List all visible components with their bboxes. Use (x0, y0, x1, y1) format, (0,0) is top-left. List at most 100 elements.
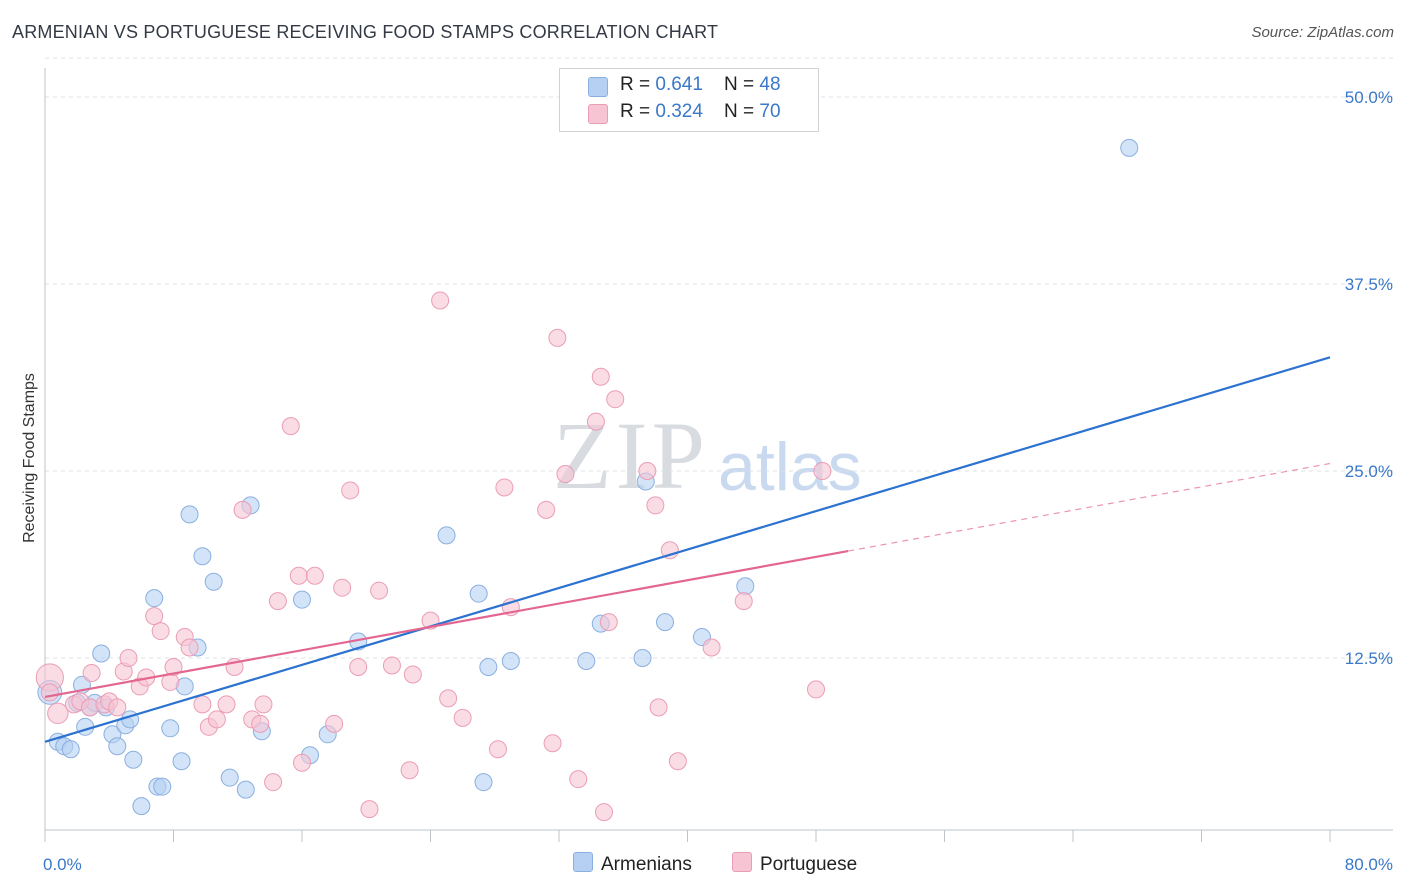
y-tick-label: 25.0% (1345, 462, 1393, 481)
portuguese-point (439, 689, 458, 708)
portuguese-point (47, 702, 69, 725)
portuguese-point (431, 291, 450, 310)
portuguese-point (333, 578, 352, 597)
portuguese-point (599, 613, 618, 632)
portuguese-point (638, 462, 657, 480)
bottom-armenians-label: Armenians (601, 854, 692, 875)
armenians-r-label: R = (620, 74, 656, 95)
portuguese-point (370, 581, 389, 600)
watermark-zip: ZIP (553, 402, 709, 509)
armenians-trend-line (44, 356, 1331, 743)
armenians-point (220, 768, 239, 787)
portuguese-point (569, 770, 588, 789)
tick-labels: 12.5% 25.0% 37.5% 50.0% 0.0% 80.0% (43, 88, 1393, 874)
armenians-r-value: 0.641 (655, 74, 703, 95)
portuguese-point (305, 566, 324, 585)
armenians-point (61, 740, 80, 759)
portuguese-point (382, 656, 401, 675)
portuguese-point (268, 592, 287, 611)
armenians-point (469, 584, 488, 603)
watermark-atlas: atlas (718, 429, 862, 505)
portuguese-point (325, 714, 344, 733)
portuguese-point (119, 649, 138, 667)
portuguese-point (646, 496, 665, 515)
source-label: Source: ZipAtlas.com (1251, 24, 1394, 41)
portuguese-point (341, 481, 360, 500)
x-tick-label-max: 80.0% (1345, 855, 1393, 874)
portuguese-point (548, 328, 567, 347)
armenians-point (474, 773, 493, 792)
armenians-point (161, 719, 180, 738)
portuguese-point (360, 800, 379, 819)
portuguese-point (807, 680, 825, 699)
armenians-point (577, 651, 596, 670)
armenians-point (180, 505, 199, 524)
armenians-point (1120, 138, 1139, 157)
portuguese-point (586, 412, 605, 431)
armenians-point (501, 651, 520, 670)
portuguese-point (606, 390, 625, 409)
y-tick-label: 37.5% (1345, 275, 1393, 294)
armenians-point (204, 572, 223, 591)
portuguese-point (82, 663, 101, 682)
portuguese-point (349, 657, 368, 676)
portuguese-point (400, 761, 419, 780)
portuguese-point (537, 500, 556, 519)
armenians-point (108, 737, 127, 756)
portuguese-point (591, 367, 610, 386)
portuguese-point (145, 607, 164, 626)
portuguese-point (495, 478, 514, 497)
armenians-n-label: N = (724, 74, 760, 95)
portuguese-trend-extension (848, 462, 1331, 552)
portuguese-point (556, 464, 575, 483)
correlation-legend: R = 0.641 N = 48 R = 0.324 N = 70 (559, 68, 819, 132)
portuguese-point (453, 708, 472, 727)
armenians-swatch (588, 77, 608, 97)
portuguese-point (80, 698, 99, 717)
portuguese-point (594, 803, 613, 822)
portuguese-trend-line (44, 549, 849, 698)
portuguese-point (254, 695, 273, 714)
portuguese-point (289, 566, 308, 585)
portuguese-point (40, 683, 59, 702)
armenians-point (293, 590, 311, 609)
portuguese-point (293, 753, 311, 772)
portuguese-point (403, 665, 422, 684)
y-tick-label: 12.5% (1345, 649, 1393, 668)
armenians-point (92, 644, 111, 663)
armenians-point (736, 577, 755, 596)
portuguese-point (702, 638, 721, 657)
portuguese-point (108, 698, 127, 717)
portuguese-point (734, 592, 753, 611)
bottom-legend-portuguese: Portuguese (732, 852, 857, 876)
y-tick-label: 50.0% (1345, 88, 1393, 107)
bottom-portuguese-label: Portuguese (760, 854, 858, 875)
armenians-point (193, 547, 212, 566)
armenians-point (76, 717, 95, 736)
portuguese-point (813, 462, 832, 480)
portuguese-point (151, 622, 170, 641)
armenians-point (633, 649, 652, 667)
armenians-n-value: 48 (759, 74, 781, 95)
portuguese-point (251, 714, 270, 733)
portuguese-point (281, 417, 300, 436)
armenians-point (145, 589, 164, 608)
portuguese-point (233, 500, 252, 519)
portuguese-swatch (588, 104, 608, 124)
portuguese-r-label: R = (620, 101, 656, 122)
portuguese-point (668, 752, 687, 771)
portuguese-point (543, 734, 562, 753)
x-tick-label-min: 0.0% (43, 855, 82, 874)
bottom-legend-armenians: Armenians (573, 852, 692, 876)
armenians-point (236, 780, 255, 799)
portuguese-r-value: 0.324 (655, 101, 703, 122)
armenians-point (656, 613, 675, 632)
armenians-point (153, 777, 172, 796)
portuguese-point (649, 698, 668, 717)
bottom-portuguese-swatch (732, 852, 752, 872)
portuguese-n-value: 70 (759, 101, 781, 122)
armenians-point (172, 752, 191, 771)
portuguese-point (488, 740, 507, 759)
portuguese-point (164, 657, 183, 676)
